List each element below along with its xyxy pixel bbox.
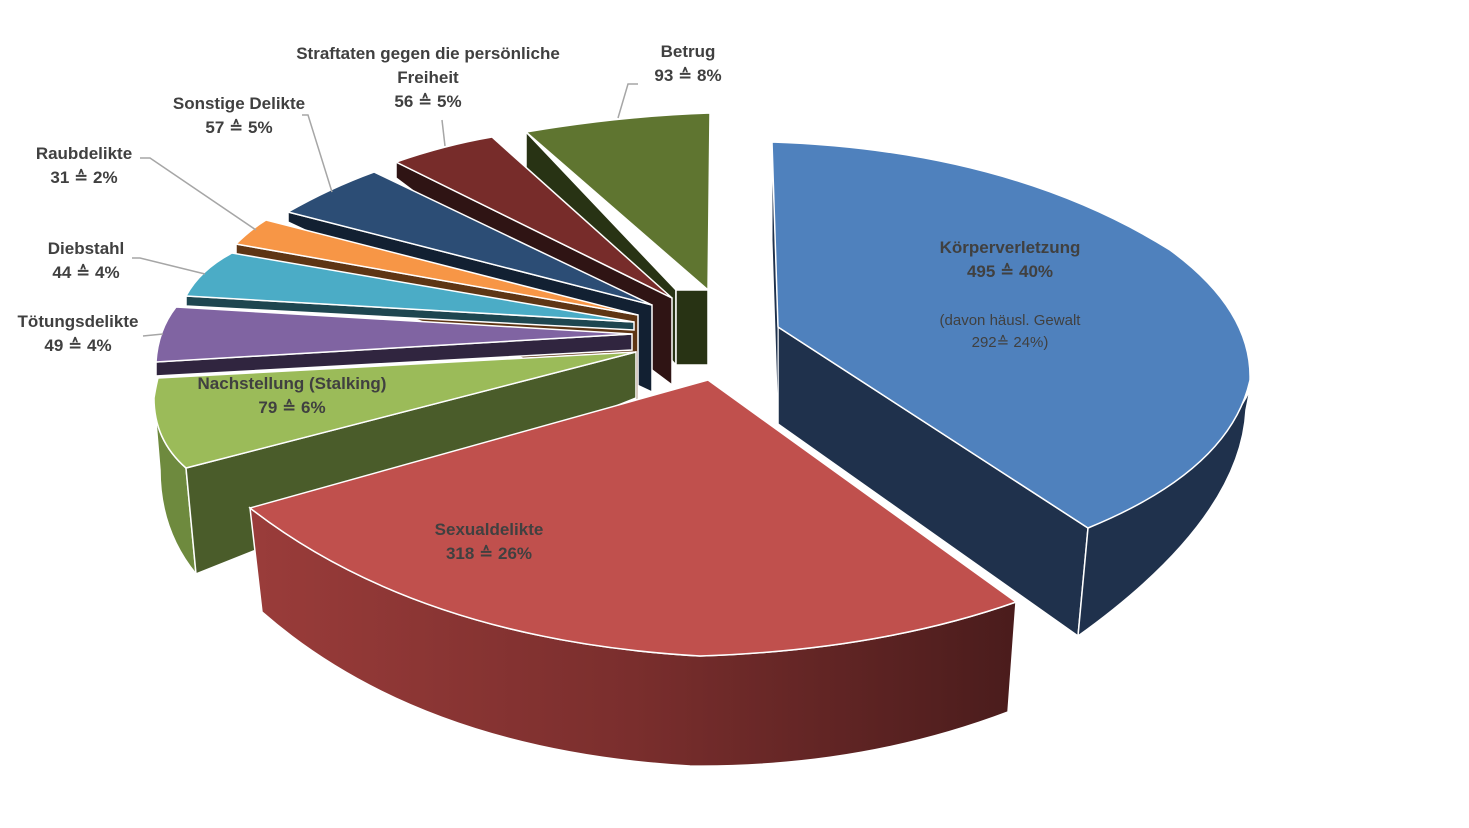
slice-toetung[interactable] (155, 306, 633, 377)
label-raub: Raubdelikte 31 ≙ 2% (24, 142, 144, 190)
slice-sexualdelikte[interactable] (248, 379, 1018, 767)
label-diebstahl: Diebstahl 44 ≙ 4% (36, 237, 136, 285)
label-note-line1: (davon häusl. Gewalt (939, 312, 1081, 329)
label-betrug: Betrug 93 ≙ 8% (640, 40, 736, 88)
label-value: 31 ≙ 2% (50, 168, 118, 187)
label-value: 318 ≙ 26% (445, 544, 533, 563)
label-koerperverletzung: Körperverletzung 495 ≙ 40% (davon häusl.… (900, 236, 1120, 354)
label-value: 57 ≙ 5% (205, 118, 273, 137)
label-name: Raubdelikte (35, 144, 133, 163)
label-name-line1: Straftaten gegen die persönliche (296, 44, 560, 63)
slice-diebstahl[interactable] (184, 252, 635, 331)
label-name-line2: Freiheit (397, 68, 459, 87)
label-stalking: Nachstellung (Stalking) 79 ≙ 6% (182, 372, 402, 420)
label-value: 56 ≙ 5% (394, 92, 462, 111)
label-value: 49 ≙ 4% (44, 336, 112, 355)
label-name: Körperverletzung (939, 238, 1081, 257)
label-name: Sexualdelikte (434, 520, 544, 539)
label-name: Diebstahl (47, 239, 125, 258)
label-name: Tötungsdelikte (17, 312, 139, 331)
label-toetung: Tötungsdelikte 49 ≙ 4% (6, 310, 150, 358)
label-value: 79 ≙ 6% (258, 398, 326, 417)
label-value: 93 ≙ 8% (654, 66, 722, 85)
label-value: 44 ≙ 4% (52, 263, 120, 282)
label-value: 495 ≙ 40% (966, 262, 1054, 281)
label-sexualdelikte: Sexualdelikte 318 ≙ 26% (384, 518, 594, 566)
label-note-line2: 292≙ 24%) (971, 334, 1049, 351)
label-name: Nachstellung (Stalking) (197, 374, 387, 393)
label-freiheit: Straftaten gegen die persönliche Freihei… (282, 42, 574, 114)
label-name: Betrug (660, 42, 716, 61)
leader-lines (132, 83, 638, 337)
slice-koerperverletzung[interactable] (771, 141, 1251, 638)
label-sonstige: Sonstige Delikte 57 ≙ 5% (164, 92, 314, 140)
label-name: Sonstige Delikte (172, 94, 306, 113)
